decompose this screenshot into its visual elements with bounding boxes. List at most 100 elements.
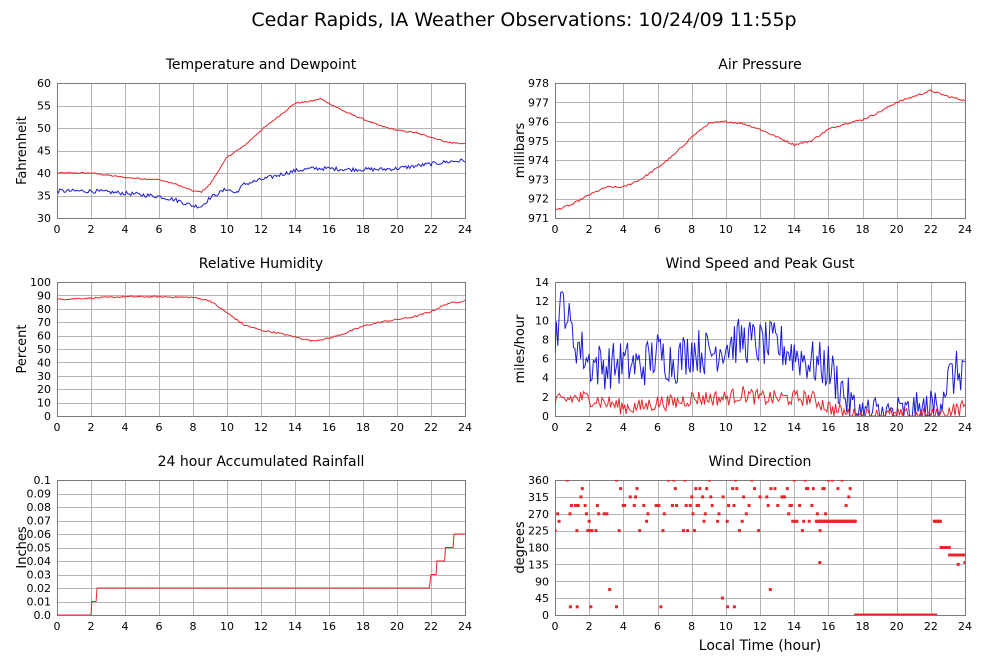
y-tick-label: 45 <box>535 592 549 605</box>
wind-dir-point <box>659 605 663 609</box>
y-tick-label: 977 <box>528 96 549 109</box>
x-tick-label: 24 <box>458 421 472 434</box>
wind-dir-point <box>628 495 632 499</box>
wind-dir-point <box>807 519 811 523</box>
series-line-0 <box>57 533 465 615</box>
x-tick-label: 14 <box>787 620 801 633</box>
series-points-2 <box>854 613 938 615</box>
x-tick-label: 4 <box>122 421 129 434</box>
series-points-3 <box>932 519 942 523</box>
x-tick-label: 20 <box>390 421 404 434</box>
wind-dir-point <box>671 504 674 507</box>
wind-dir-point <box>836 487 840 491</box>
y-tick-label: 8 <box>542 333 549 346</box>
x-tick-label: 24 <box>458 223 472 236</box>
y-axis-label: Percent <box>15 325 30 374</box>
wind-dir-point <box>726 605 729 609</box>
wind-dir-point <box>672 480 676 482</box>
wind-dir-point <box>556 512 560 516</box>
y-tick-label: 975 <box>528 135 549 148</box>
wind-dir-point <box>798 504 802 507</box>
series-line-0 <box>555 89 965 211</box>
wind-dir-point <box>773 487 777 491</box>
x-tick-label: 14 <box>288 421 302 434</box>
series-line-0 <box>555 291 965 416</box>
wind-dir-point <box>768 588 772 591</box>
series-line-1 <box>555 386 965 416</box>
x-tick-label: 10 <box>719 620 733 633</box>
chart-title: 24 hour Accumulated Rainfall <box>158 454 365 470</box>
x-tick-label: 2 <box>586 620 593 633</box>
wind-dir-point <box>963 561 965 564</box>
plot-frame <box>57 83 466 219</box>
x-tick-label: 12 <box>254 421 268 434</box>
x-tick-label: 0 <box>552 421 559 434</box>
grid <box>57 480 466 616</box>
wind-dir-point <box>694 487 698 491</box>
x-tick-label: 24 <box>458 620 472 633</box>
wind-dir-point <box>608 588 612 591</box>
series-points-5 <box>948 553 965 557</box>
x-tick-label: 6 <box>156 421 163 434</box>
y-tick-label: 978 <box>528 77 549 90</box>
x-tick-label: 4 <box>122 223 129 236</box>
grid <box>555 282 966 417</box>
chart-title: Relative Humidity <box>199 256 323 272</box>
shared-xlabel: Local Time (hour) <box>699 638 821 654</box>
x-tick-label: 0 <box>54 223 61 236</box>
x-tick-label: 8 <box>688 223 695 236</box>
grid <box>555 480 966 616</box>
y-tick-label: 30 <box>37 212 51 225</box>
chart-title: Air Pressure <box>718 57 801 73</box>
wind-dir-point <box>818 529 822 533</box>
y-tick-label: 80 <box>37 303 51 316</box>
wind-dir-point <box>732 504 736 507</box>
chart-title: Wind Direction <box>709 454 812 470</box>
y-tick-label: 974 <box>528 154 549 167</box>
y-tick-label: 0.04 <box>27 555 52 568</box>
wind-dir-point <box>709 495 713 499</box>
wind-dir-point <box>646 512 650 516</box>
wind-dir-point <box>675 504 679 507</box>
wind-dir-point <box>853 519 857 523</box>
wind-dir-point <box>710 504 714 507</box>
x-tick-label: 14 <box>288 620 302 633</box>
y-tick-label: 0.05 <box>27 542 52 555</box>
y-tick-label: 0.07 <box>27 515 52 528</box>
y-tick-label: 360 <box>528 474 549 487</box>
grid <box>57 83 466 219</box>
x-tick-label: 18 <box>356 223 370 236</box>
y-tick-label: 4 <box>542 372 549 385</box>
wind-dir-point <box>731 487 735 491</box>
wind-dir-point <box>580 487 584 491</box>
wind-dir-point <box>766 504 770 507</box>
x-tick-label: 2 <box>88 223 95 236</box>
wind-dir-point <box>725 519 729 523</box>
y-tick-label: 60 <box>37 330 51 343</box>
wind-dir-point <box>789 504 793 507</box>
y-tick-label: 0.09 <box>27 488 52 501</box>
y-tick-label: 14 <box>535 276 549 289</box>
wind-dir-point <box>742 495 746 499</box>
plot-frame <box>555 83 966 219</box>
wind-dir-point <box>654 504 658 507</box>
wind-dir-point <box>597 512 601 516</box>
wind-dir-point <box>815 512 819 516</box>
wind-dir-point <box>568 605 572 609</box>
wind-dir-point <box>586 529 590 533</box>
wind-dir-point <box>568 512 572 516</box>
y-tick-label: 0.0 <box>34 609 52 622</box>
wind-dir-point <box>575 529 579 533</box>
wind-dir-point <box>703 512 707 516</box>
wind-dir-point <box>783 495 787 499</box>
y-tick-label: 20 <box>37 383 51 396</box>
x-tick-label: 18 <box>356 620 370 633</box>
wind-dir-point <box>595 504 599 507</box>
x-tick-label: 24 <box>958 223 972 236</box>
x-tick-label: 18 <box>856 223 870 236</box>
